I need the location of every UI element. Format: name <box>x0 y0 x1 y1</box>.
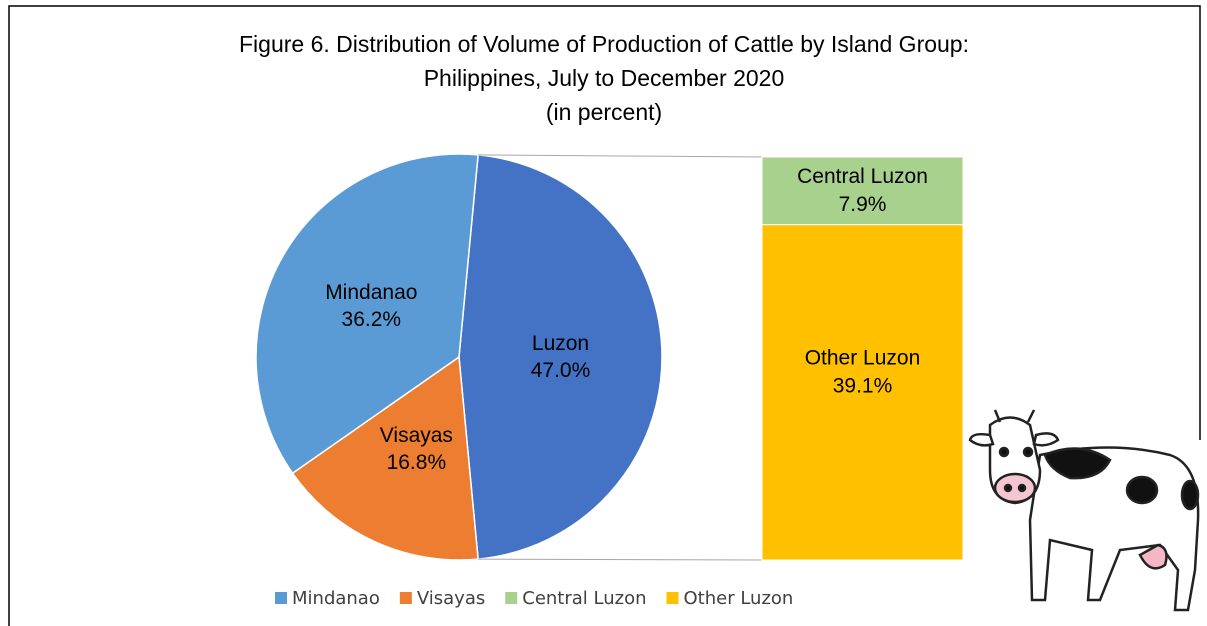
data-label: Mindanao 36.2% <box>325 280 417 330</box>
data-label-value: 16.8% <box>387 451 447 474</box>
data-label: Visayas 16.8% <box>380 424 453 474</box>
data-label-value: 39.1% <box>833 374 893 397</box>
chart-title: Philippines, July to December 2020 <box>424 65 785 91</box>
legend-label: Mindanao <box>292 588 380 609</box>
pie-slice <box>255 153 479 475</box>
data-label-name: Central Luzon <box>797 164 928 187</box>
cow-illustration <box>968 409 1200 612</box>
frame <box>8 5 1201 626</box>
connector-line <box>478 154 763 158</box>
legend-swatch <box>505 592 518 604</box>
data-label-name: Mindanao <box>325 280 417 303</box>
pie-slice <box>291 355 479 561</box>
connector-line <box>478 558 763 561</box>
data-label: Central Luzon 7.9% <box>797 164 928 215</box>
data-label-name: Visayas <box>380 424 453 447</box>
pie-slice <box>458 154 663 560</box>
legend-swatch <box>399 592 412 604</box>
bar-segment <box>761 224 964 561</box>
data-label-value: 7.9% <box>839 192 887 215</box>
data-label-value: 47.0% <box>531 359 591 382</box>
legend-label: Central Luzon <box>522 588 646 609</box>
data-label-name: Luzon <box>532 332 589 355</box>
legend-label: Visayas <box>417 588 485 609</box>
data-label-value: 36.2% <box>342 307 402 330</box>
chart-subtitle: (in percent) <box>546 99 662 125</box>
legend-label: Other Luzon <box>684 588 794 609</box>
data-label: Other Luzon 39.1% <box>805 346 921 397</box>
data-label: Luzon 47.0% <box>531 332 591 382</box>
legend-swatch <box>275 592 287 604</box>
bar-segment <box>761 156 964 226</box>
data-label-name: Other Luzon <box>805 346 921 369</box>
legend-swatch <box>666 592 679 604</box>
chart-title: Figure 6. Distribution of Volume of Prod… <box>239 31 969 57</box>
